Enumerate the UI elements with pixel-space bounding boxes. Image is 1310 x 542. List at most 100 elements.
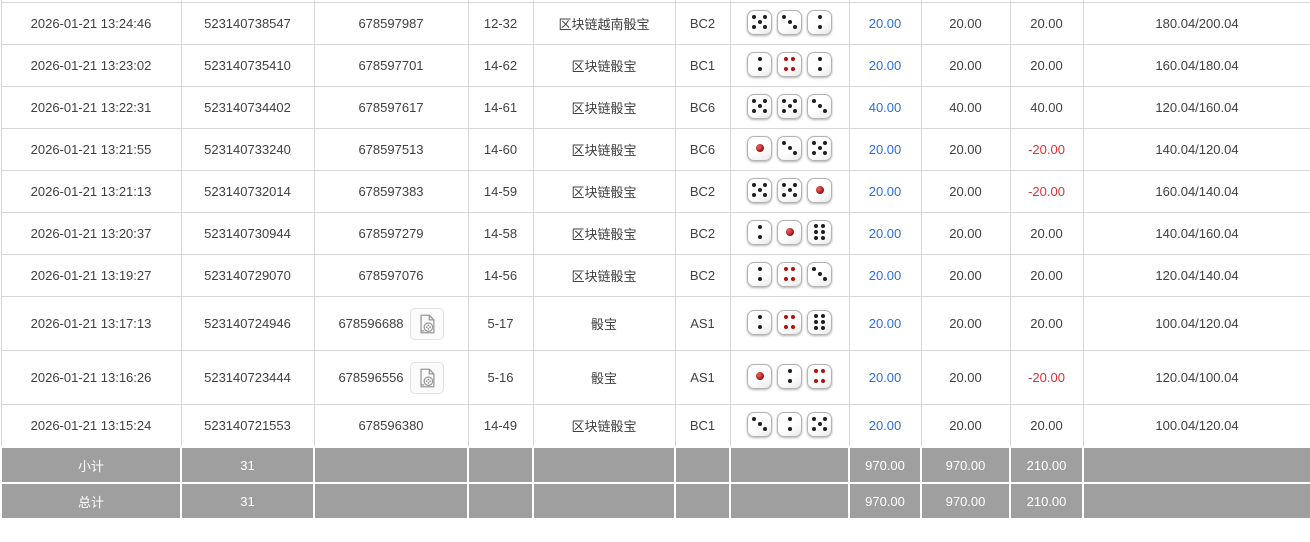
table-row: 2026-01-21 13:21:55 523140733240 6785975… — [0, 128, 1310, 171]
period-number: 5-17 — [467, 296, 534, 351]
bet-amount-cell: 20.00 — [848, 212, 922, 255]
bet-time: 2026-01-21 13:22:31 — [0, 86, 182, 129]
bet-history-table: 2026-01-21 13:24:46 523140738547 6785979… — [0, 0, 1310, 520]
game-name: 区块链骰宝 — [532, 128, 676, 171]
round-id-cell: 678597701 — [313, 44, 469, 87]
bet-amount-link[interactable]: 20.00 — [868, 184, 902, 199]
round-id: 678597279 — [358, 226, 424, 241]
table-row: 2026-01-21 13:23:02 523140735410 6785977… — [0, 44, 1310, 87]
summary-valid-amount: 970.00 — [920, 446, 1011, 484]
die-5 — [777, 93, 802, 119]
bet-amount-link[interactable]: 20.00 — [868, 142, 902, 157]
die-5 — [747, 177, 772, 203]
round-id: 678597617 — [358, 100, 424, 115]
bet-id: 523140732014 — [180, 170, 315, 213]
table-code: BC6 — [674, 86, 731, 129]
video-file-icon — [416, 313, 438, 335]
dice-result — [747, 363, 832, 389]
die-1 — [777, 219, 802, 245]
video-replay-button[interactable] — [409, 307, 444, 340]
game-name: 区块链骰宝 — [532, 212, 676, 255]
summary-empty-cell — [532, 482, 676, 520]
balance-before-after: 120.04/140.04 — [1082, 254, 1310, 297]
round-id: 678596556 — [338, 370, 404, 385]
period-number: 14-59 — [467, 170, 534, 213]
table-row: 2026-01-21 13:20:37 523140730944 6785972… — [0, 212, 1310, 255]
summary-empty-cell — [1082, 482, 1310, 520]
summary-valid-amount: 970.00 — [920, 482, 1011, 520]
bet-amount-link[interactable]: 20.00 — [868, 316, 902, 331]
summary-empty-cell — [313, 446, 469, 484]
bet-amount-link[interactable]: 40.00 — [868, 100, 902, 115]
balance-before-after: 160.04/180.04 — [1082, 44, 1310, 87]
summary-empty-cell — [313, 482, 469, 520]
summary-label: 总计 — [0, 482, 182, 520]
round-id: 678597987 — [358, 16, 424, 31]
balance-before-after: 100.04/120.04 — [1082, 404, 1310, 448]
bet-id: 523140735410 — [180, 44, 315, 87]
win-loss-cell: 20.00 — [1009, 44, 1084, 87]
win-loss-cell: 20.00 — [1009, 254, 1084, 297]
die-4 — [807, 363, 832, 389]
die-4 — [777, 51, 802, 77]
bet-amount-cell: 20.00 — [848, 296, 922, 351]
period-number: 14-56 — [467, 254, 534, 297]
table-row: 2026-01-21 13:16:26 523140723444 6785965… — [0, 350, 1310, 405]
bet-time: 2026-01-21 13:16:26 — [0, 350, 182, 405]
bet-amount-link[interactable]: 20.00 — [868, 16, 902, 31]
die-2 — [747, 309, 772, 335]
balance-before-after: 120.04/100.04 — [1082, 350, 1310, 405]
subtotal-row: 小计 31 970.00 970.00 210.00 — [0, 446, 1310, 484]
dice-result-cell — [729, 44, 850, 87]
die-4 — [777, 309, 802, 335]
bet-amount-link[interactable]: 20.00 — [868, 268, 902, 283]
table-row: 2026-01-21 13:19:27 523140729070 6785970… — [0, 254, 1310, 297]
balance-before-after: 160.04/140.04 — [1082, 170, 1310, 213]
dice-result — [747, 177, 832, 203]
round-id: 678596688 — [338, 316, 404, 331]
game-name: 区块链骰宝 — [532, 170, 676, 213]
dice-result — [747, 51, 832, 77]
dice-result-cell — [729, 86, 850, 129]
dice-result — [747, 411, 832, 437]
bet-id: 523140723444 — [180, 350, 315, 405]
dice-result-cell — [729, 296, 850, 351]
dice-result-cell — [729, 350, 850, 405]
valid-amount: 20.00 — [920, 170, 1011, 213]
die-1 — [807, 177, 832, 203]
die-2 — [747, 51, 772, 77]
die-5 — [777, 177, 802, 203]
win-loss-cell: 20.00 — [1009, 212, 1084, 255]
win-loss-cell: -20.00 — [1009, 170, 1084, 213]
summary-count: 31 — [180, 482, 315, 520]
summary-empty-cell — [532, 446, 676, 484]
round-id: 678596380 — [358, 418, 424, 433]
total-row: 总计 31 970.00 970.00 210.00 — [0, 482, 1310, 520]
bet-amount-link[interactable]: 20.00 — [868, 370, 902, 385]
table-body: 2026-01-21 13:24:46 523140738547 6785979… — [0, 0, 1310, 520]
video-replay-button[interactable] — [409, 361, 444, 394]
bet-amount-link[interactable]: 20.00 — [868, 226, 902, 241]
dice-result — [747, 93, 832, 119]
bet-time: 2026-01-21 13:24:46 — [0, 2, 182, 45]
game-name: 区块链骰宝 — [532, 86, 676, 129]
die-5 — [807, 411, 832, 437]
round-id: 678597076 — [358, 268, 424, 283]
round-id-cell: 678597513 — [313, 128, 469, 171]
round-id-cell: 678597383 — [313, 170, 469, 213]
die-1 — [747, 135, 772, 161]
video-file-icon — [416, 367, 438, 389]
period-number: 14-62 — [467, 44, 534, 87]
die-3 — [747, 411, 772, 437]
summary-label: 小计 — [0, 446, 182, 484]
bet-amount-link[interactable]: 20.00 — [868, 418, 902, 433]
game-name: 区块链骰宝 — [532, 404, 676, 448]
valid-amount: 20.00 — [920, 44, 1011, 87]
bet-amount-cell: 20.00 — [848, 350, 922, 405]
summary-count: 31 — [180, 446, 315, 484]
die-3 — [807, 93, 832, 119]
win-loss-cell: 20.00 — [1009, 404, 1084, 448]
dice-result-cell — [729, 170, 850, 213]
die-2 — [807, 9, 832, 35]
bet-amount-link[interactable]: 20.00 — [868, 58, 902, 73]
